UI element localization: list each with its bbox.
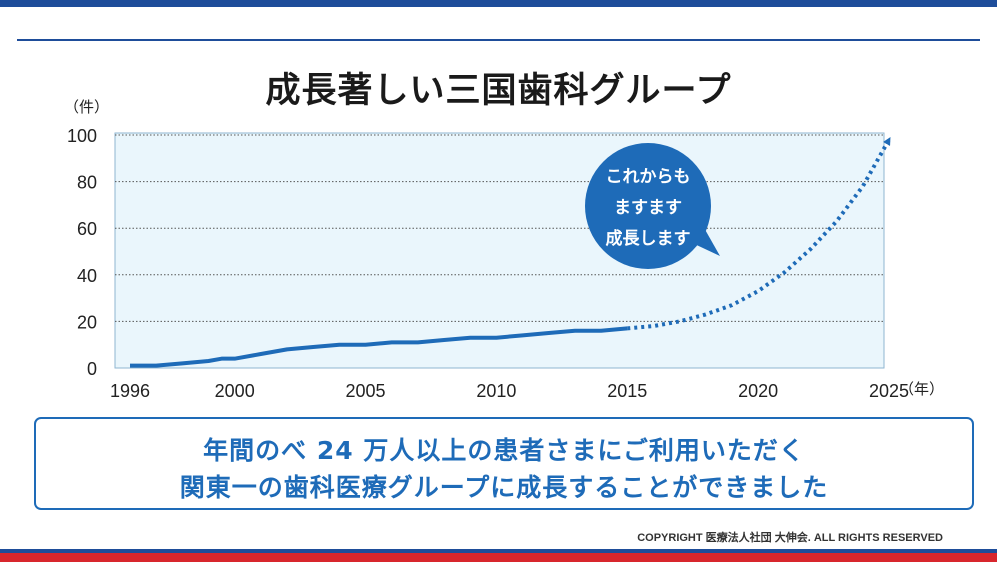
top-accent-bar <box>0 0 997 7</box>
header-rule <box>17 39 980 41</box>
x-tick-label: 1996 <box>110 381 150 401</box>
growth-chart: 0 20 40 60 80 100 1996 2000 2005 2010 2015 2020 2025… <box>64 98 944 401</box>
y-tick-label: 80 <box>77 173 97 193</box>
x-tick-label: 2000 <box>215 381 255 401</box>
bottom-blue-bar <box>0 549 997 553</box>
slide-title: 成長著しい三国歯科グループ <box>265 71 732 111</box>
annotation-line: 成長します <box>606 228 691 249</box>
y-tick-label: 100 <box>67 126 97 146</box>
y-tick-label: 60 <box>77 219 97 239</box>
copyright-text: COPYRIGHT 医療法人社団 大伸会. ALL RIGHTS RESERVE… <box>637 532 943 544</box>
y-tick-label: 40 <box>77 266 97 286</box>
annotation-bubble <box>585 143 711 269</box>
forecast-line <box>627 137 891 331</box>
x-tick-label: 2020 <box>738 381 778 401</box>
y-tick-label: 20 <box>77 312 97 332</box>
y-tick-label: 0 <box>87 359 97 379</box>
y-axis-unit: （件） <box>64 98 109 116</box>
annotation-line: ますます <box>614 198 682 218</box>
plot-area <box>114 132 885 369</box>
x-axis-unit: （年） <box>899 380 944 398</box>
x-tick-label: 2010 <box>476 381 516 401</box>
x-tick-label: 2005 <box>346 381 386 401</box>
actual-line <box>130 326 628 368</box>
annotation-line: これからも <box>606 167 691 187</box>
message-box: 年間のべ 24 万人以上の患者さまにご利用いただく 関東一の歯科医療グループに成… <box>34 417 974 510</box>
x-tick-label: 2025 <box>869 381 909 401</box>
message-line-2: 関東一の歯科医療グループに成長することができました <box>179 473 829 502</box>
bottom-red-bar <box>0 553 997 562</box>
message-line-1: 年間のべ 24 万人以上の患者さまにご利用いただく <box>203 436 805 465</box>
x-tick-label: 2015 <box>607 381 647 401</box>
